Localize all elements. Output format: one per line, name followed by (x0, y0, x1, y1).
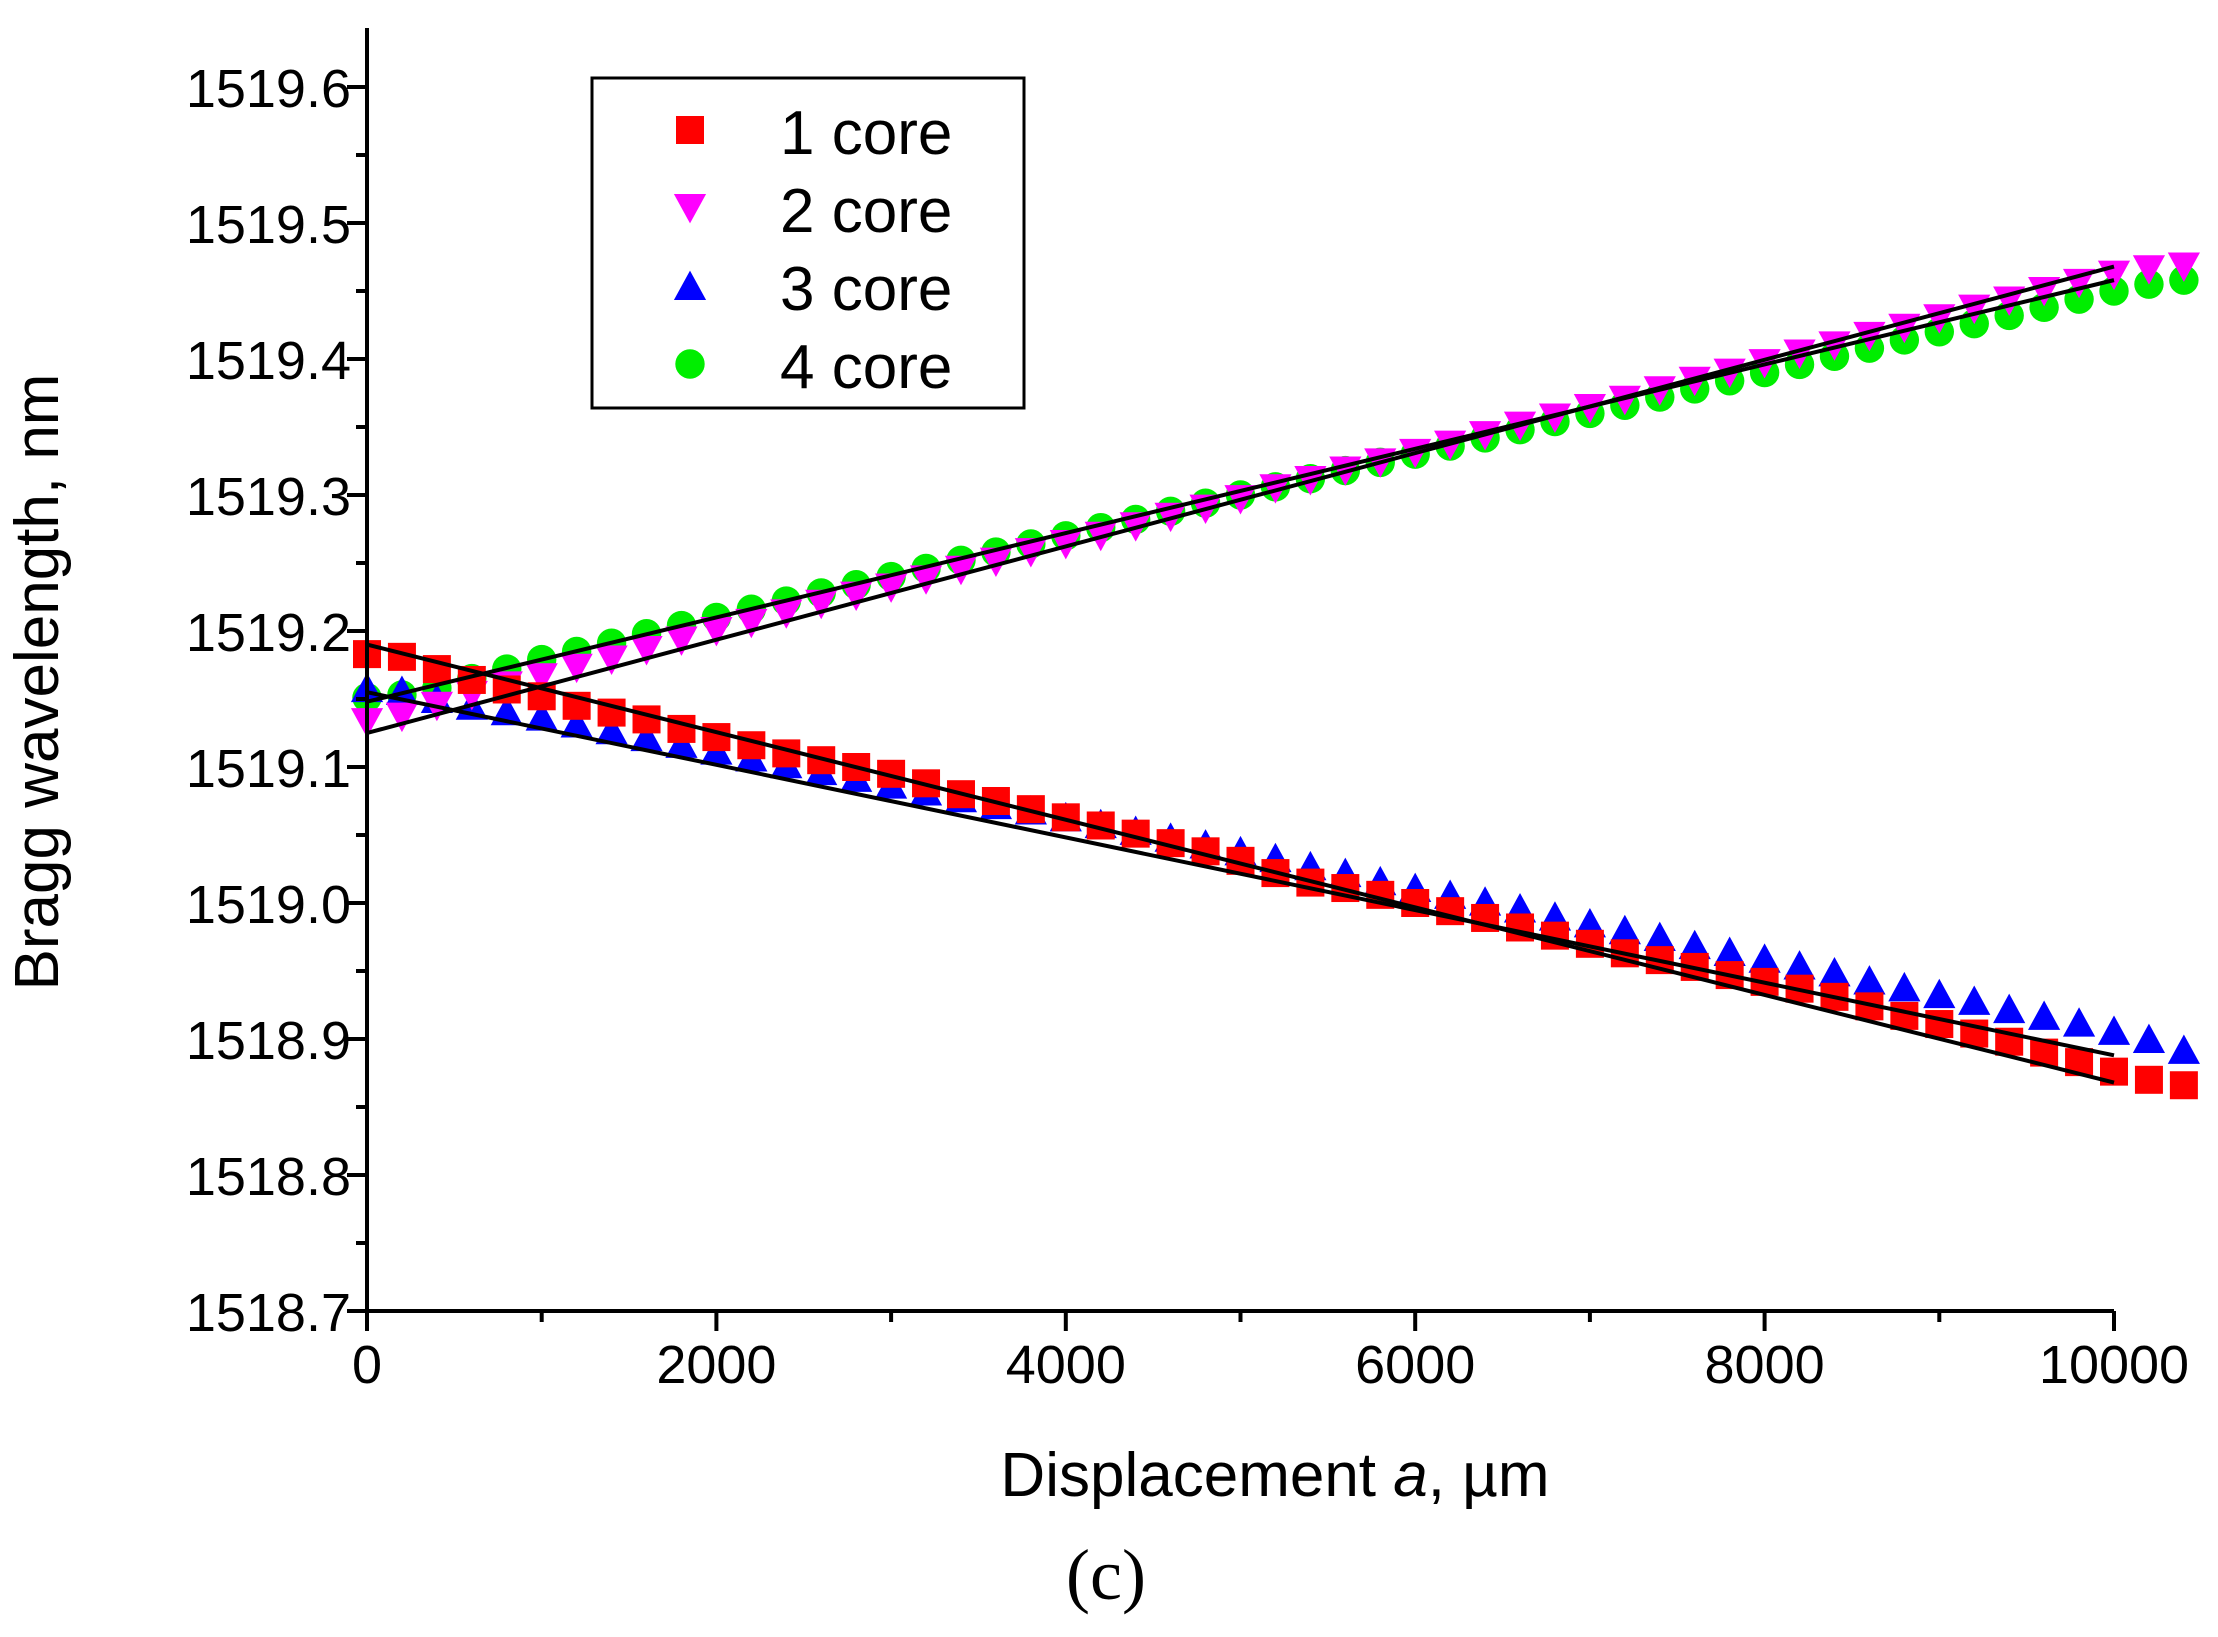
y-tick-label: 1519.6 (186, 59, 351, 119)
data-point (385, 702, 419, 733)
y-tick-label: 1519.3 (186, 467, 351, 527)
data-point (2169, 1071, 2198, 1100)
x-tick-label: 8000 (1705, 1335, 1825, 1395)
fit-line-1-core (366, 642, 2115, 1085)
y-axis-title: Bragg wavelength, nm (3, 374, 72, 991)
data-point (1993, 993, 2026, 1024)
data-point (1890, 1001, 1919, 1030)
data-point (1853, 965, 1886, 995)
legend-label: 4 core (780, 333, 952, 402)
legend-marker (673, 270, 707, 300)
y-tick-label: 1519.4 (186, 331, 351, 391)
data-point (1888, 971, 1921, 1002)
axes: 1518.7 1518.8 1518.9 1519.0 1519.1 1519.2 1519… (186, 28, 2189, 1395)
data-point (2134, 1065, 2163, 1094)
fit-line-3-core (366, 690, 2115, 1058)
y-tick-label: 1518.7 (186, 1283, 351, 1343)
data-point (840, 581, 873, 612)
fit-lines (366, 264, 2115, 1085)
data-point (630, 636, 663, 666)
data-point (2132, 1023, 2166, 1053)
y-tick-label: 1518.9 (186, 1011, 351, 1071)
data-point (560, 708, 593, 738)
data-point (1783, 950, 1816, 980)
data-point (595, 714, 628, 745)
data-point (702, 723, 731, 752)
data-point (1678, 929, 1711, 960)
x-axis-title-variable: a (1393, 1441, 1427, 1510)
data-point (1608, 914, 1641, 945)
data-point (2132, 255, 2166, 285)
data-point (944, 555, 978, 586)
data-point (595, 645, 628, 675)
legend-marker (675, 349, 705, 379)
data-point (1748, 943, 1781, 973)
data-point (770, 599, 803, 629)
data-point (979, 547, 1013, 578)
data-point (630, 721, 663, 752)
x-axis-title-main: Displacement (1000, 1441, 1393, 1510)
y-tick-label: 1519.5 (186, 195, 351, 255)
data-point (1818, 956, 1851, 987)
x-tick-label: 10000 (2039, 1335, 2189, 1395)
data-point (909, 565, 943, 595)
legend-marker (673, 194, 707, 224)
legend-box (590, 76, 1026, 410)
data-point (700, 617, 733, 647)
data-point (525, 663, 558, 693)
data-point (665, 626, 698, 656)
data-point (2028, 1000, 2061, 1030)
y-tick-label: 1519.2 (186, 603, 351, 663)
data-point (1713, 936, 1746, 966)
panel-label: (c) (1066, 1535, 1146, 1615)
data-point (1643, 921, 1676, 951)
y-tick-label: 1519.1 (186, 739, 351, 799)
data-point (632, 705, 661, 734)
data-point (1923, 978, 1956, 1009)
legend-marker (676, 116, 704, 144)
data-point (1573, 393, 1606, 424)
data-point (2167, 252, 2200, 282)
data-point (1958, 985, 1991, 1015)
data-point (525, 701, 558, 731)
data-point (1538, 403, 1572, 433)
legend-label: 2 core (780, 177, 952, 246)
x-axis-title-unit: , µm (1428, 1441, 1550, 1510)
legend-label: 3 core (780, 255, 952, 324)
x-tick-label: 6000 (1355, 1335, 1475, 1395)
data-point (2097, 1015, 2131, 1045)
x-axis-title: Displacement a, µm (1000, 1441, 1549, 1510)
data-point (2167, 1034, 2200, 1064)
fit-line-4-core (366, 278, 2115, 704)
fit-line-2-core (366, 264, 2115, 735)
legend-label: 1 core (780, 99, 952, 168)
legend: 1 core 2 core 3 core 4 core (590, 76, 1026, 410)
data-point (805, 589, 838, 620)
y-tick-label: 1519.0 (186, 875, 351, 935)
data-point (875, 573, 908, 603)
x-tick-label: 2000 (656, 1335, 776, 1395)
data-point (665, 728, 698, 758)
data-point (735, 608, 768, 639)
x-tick-label: 4000 (1006, 1335, 1126, 1395)
data-point (2062, 1007, 2096, 1037)
data-point (560, 653, 593, 684)
y-tick-label: 1518.8 (186, 1147, 351, 1207)
data-point (1925, 1010, 1954, 1039)
x-tick-label: 0 (352, 1335, 382, 1395)
